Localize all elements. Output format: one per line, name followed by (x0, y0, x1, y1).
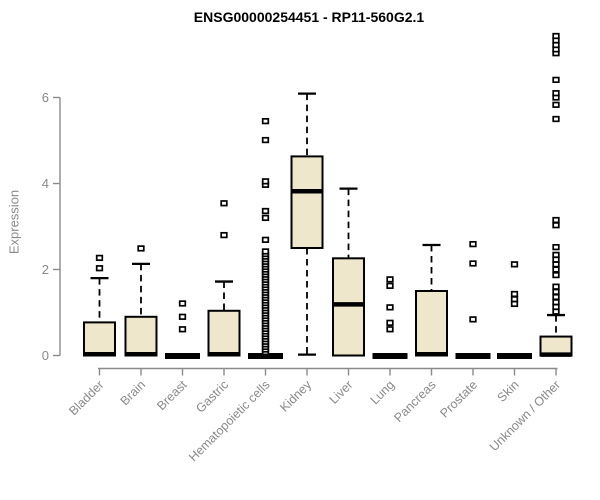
collapsed-box-prostate (455, 353, 491, 359)
collapsed-box-hematopoietic-cells (248, 353, 283, 359)
outlier-point-hematopoietic-cells (261, 178, 270, 185)
box-kidney (290, 155, 324, 249)
x-category-label-brain: Brain (118, 378, 149, 409)
box-gastric (207, 309, 241, 357)
y-tick-label: 0 (42, 348, 49, 363)
y-tick-label: 2 (42, 262, 49, 277)
x-category-label-liver: Liver (327, 378, 356, 407)
outlier-point-breast (178, 326, 187, 333)
outlier-point-bladder (95, 254, 104, 262)
box-liver (332, 257, 365, 357)
outlier-point-unknown-other (552, 293, 560, 301)
outlier-point-lung (386, 326, 394, 333)
outlier-point-prostate (469, 240, 477, 248)
outlier-point-unknown-other (552, 266, 560, 273)
outlier-point-unknown-other (552, 243, 560, 251)
outlier-point-unknown-other (552, 222, 560, 229)
outlier-point-brain (137, 245, 145, 252)
outlier-point-unknown-other (552, 101, 560, 108)
outlier-point-hematopoietic-cells (261, 236, 270, 243)
outlier-point-hematopoietic-cells (261, 207, 270, 215)
x-category-label-lung: Lung (368, 378, 398, 408)
outlier-point-prostate (469, 316, 477, 323)
x-category-label-pancreas: Pancreas (391, 378, 438, 425)
outlier-point-unknown-other (552, 216, 560, 224)
x-category-label-breast: Breast (154, 377, 190, 413)
outlier-point-skin (510, 290, 519, 298)
outlier-point-gastric (220, 200, 228, 207)
outlier-point-unknown-other (552, 251, 560, 259)
y-tick-label: 6 (42, 90, 49, 105)
outlier-point-hematopoietic-cells (261, 136, 270, 144)
outlier-point-unknown-other (552, 90, 560, 97)
outlier-point-unknown-other (552, 283, 560, 290)
x-category-label-prostate: Prostate (437, 378, 480, 421)
outlier-point-hematopoietic-cells (261, 248, 270, 255)
box-bladder (83, 321, 116, 357)
x-category-label-kidney: Kidney (277, 377, 314, 414)
outlier-point-skin (510, 296, 519, 303)
outlier-point-unknown-other (552, 288, 560, 296)
outlier-point-hematopoietic-cells (261, 214, 270, 222)
outlier-point-lung (386, 304, 394, 311)
outlier-point-hematopoietic-cells (261, 117, 270, 125)
outlier-point-unknown-other (552, 115, 560, 123)
outlier-point-unknown-other (552, 299, 560, 306)
outlier-point-bladder (95, 265, 104, 272)
outlier-point-unknown-other (552, 76, 560, 84)
outlier-point-breast (178, 300, 187, 307)
outlier-point-lung (386, 319, 394, 326)
outlier-point-unknown-other (552, 271, 560, 279)
x-category-label-bladder: Bladder (66, 378, 106, 418)
chart-title: ENSG00000254451 - RP11-560G2.1 (193, 9, 425, 25)
x-category-label-skin: Skin (495, 378, 522, 405)
box-pancreas (415, 290, 448, 357)
box-brain (124, 315, 158, 357)
collapsed-box-breast (165, 353, 200, 359)
collapsed-box-skin (497, 353, 532, 359)
outlier-point-prostate (469, 260, 477, 267)
x-category-label-unknown-other: Unknown / Other (487, 378, 563, 454)
outlier-point-breast (178, 313, 187, 320)
x-category-label-gastric: Gastric (193, 378, 231, 416)
x-category-label-hematopoietic-cells: Hematopoietic cells (186, 378, 273, 465)
outlier-point-gastric (220, 231, 228, 239)
outlier-point-skin (510, 261, 519, 268)
outlier-point-unknown-other (552, 32, 560, 40)
y-tick-label: 4 (42, 176, 49, 191)
outlier-point-lung (386, 276, 394, 283)
collapsed-box-lung (372, 353, 408, 359)
outlier-point-lung (386, 282, 394, 289)
